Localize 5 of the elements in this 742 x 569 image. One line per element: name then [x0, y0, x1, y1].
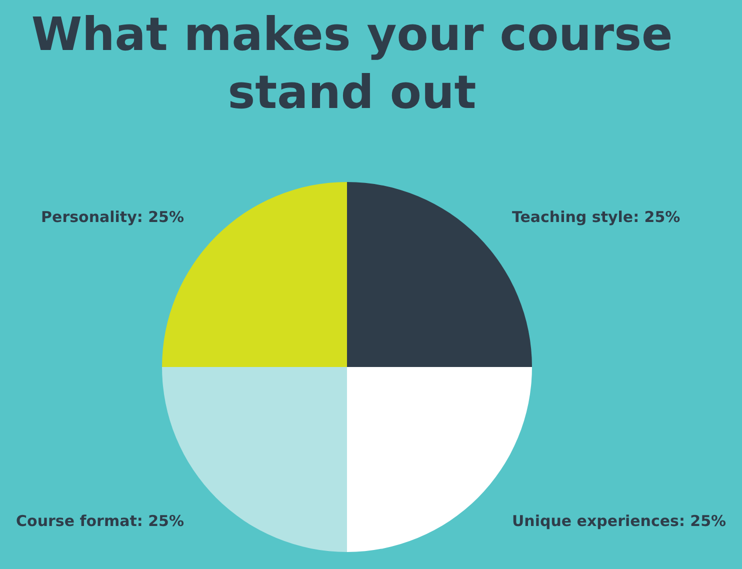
- slice-label: Teaching style: 25%: [512, 208, 680, 226]
- slice-label: Course format: 25%: [16, 512, 184, 530]
- chart-title: What makes your course stand out: [31, 7, 673, 119]
- slice-label: Unique experiences: 25%: [512, 512, 726, 530]
- slice-label: Personality: 25%: [41, 208, 184, 226]
